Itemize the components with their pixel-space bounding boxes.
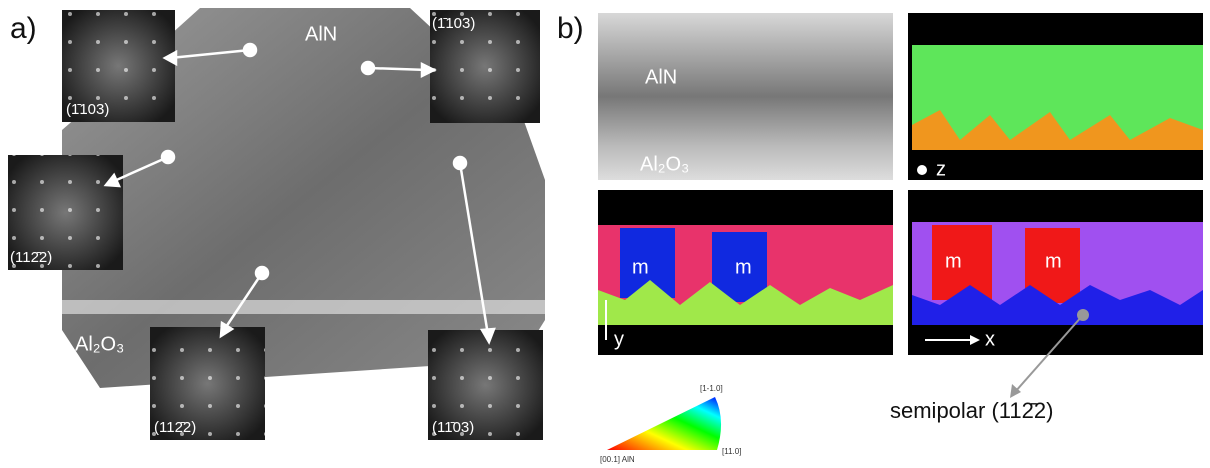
domain-label: m (735, 256, 752, 278)
domain-label: m (632, 256, 649, 278)
color-key-label: [1-1.0] (700, 384, 723, 393)
domain-label: m (1045, 250, 1062, 272)
color-key-label: [00.1] AlN (600, 455, 635, 464)
substrate-label: Al₂O₃ (640, 153, 689, 175)
fft-label: (1̄103) (432, 15, 475, 32)
color-key (607, 397, 721, 450)
fft-label: (112̄2) (10, 249, 52, 266)
axis-label: z (936, 158, 946, 180)
substrate-label: Al₂O₃ (75, 333, 124, 355)
fft-label: (11̄03) (432, 419, 474, 436)
panel-label: b) (557, 12, 584, 45)
orientation-map-x (908, 190, 1203, 355)
panel-label: a) (10, 12, 37, 45)
layer-label: AlN (645, 66, 677, 88)
fft-label: (112̄2) (154, 419, 196, 436)
layer-label: AlN (305, 23, 337, 45)
annotation: semipolar (112̄2) (890, 398, 1053, 423)
axis-label: x (985, 328, 995, 350)
interface (62, 300, 545, 314)
figure: a) AlN Al₂O₃ (1̄103) (1̄103) (112̄2) (11… (0, 0, 1210, 468)
domain-label: m (945, 250, 962, 272)
axis-label: y (614, 328, 624, 350)
fft-label: (1̄103) (66, 101, 109, 118)
axis-dot (917, 165, 927, 175)
orientation-map-z (908, 13, 1203, 180)
color-key-label: [11.0] (722, 447, 741, 456)
